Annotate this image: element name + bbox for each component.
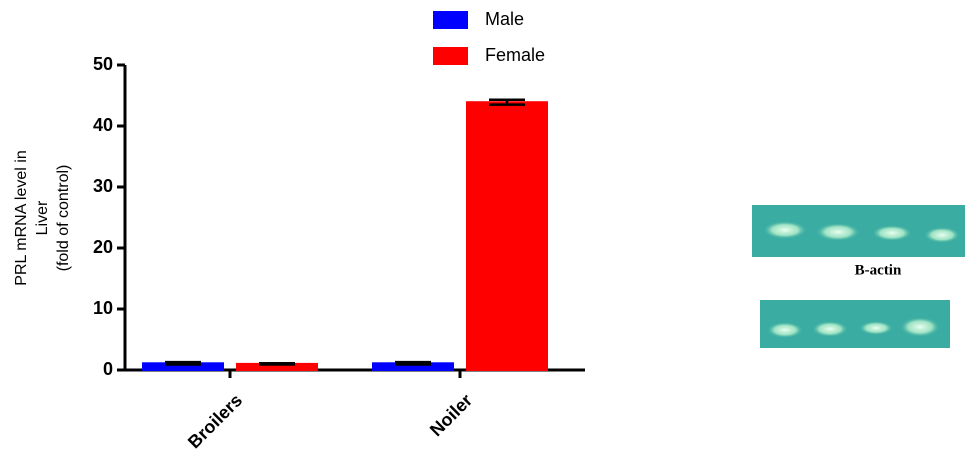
bar: [467, 102, 547, 370]
y-axis-label: (fold of control): [55, 165, 72, 272]
x-tick-label: Noiler: [426, 390, 476, 440]
gel-label: B-actin: [855, 262, 902, 278]
legend-label: Male: [485, 9, 524, 29]
y-tick-label: 20: [93, 237, 113, 257]
y-tick-label: 10: [93, 298, 113, 318]
y-tick-label: 50: [93, 54, 113, 74]
legend-swatch: [433, 47, 468, 65]
legend-label: Female: [485, 45, 545, 65]
error-bar: [165, 362, 201, 364]
y-tick-label: 30: [93, 176, 113, 196]
x-tick-label: Broilers: [184, 390, 246, 452]
gel-top: [752, 205, 965, 257]
error-bar: [395, 362, 431, 364]
error-bar: [259, 363, 295, 364]
y-axis-label: PRL mRNA level in: [13, 150, 30, 285]
y-axis-label: Liver: [34, 200, 51, 235]
figure: B-actin 0 10 20 30 40 50 PRL mRNA level inLive…: [0, 0, 965, 457]
legend-swatch: [433, 11, 468, 29]
y-tick-label: 40: [93, 115, 113, 135]
y-tick-label: 0: [103, 359, 113, 379]
gel-bottom: [760, 300, 950, 348]
